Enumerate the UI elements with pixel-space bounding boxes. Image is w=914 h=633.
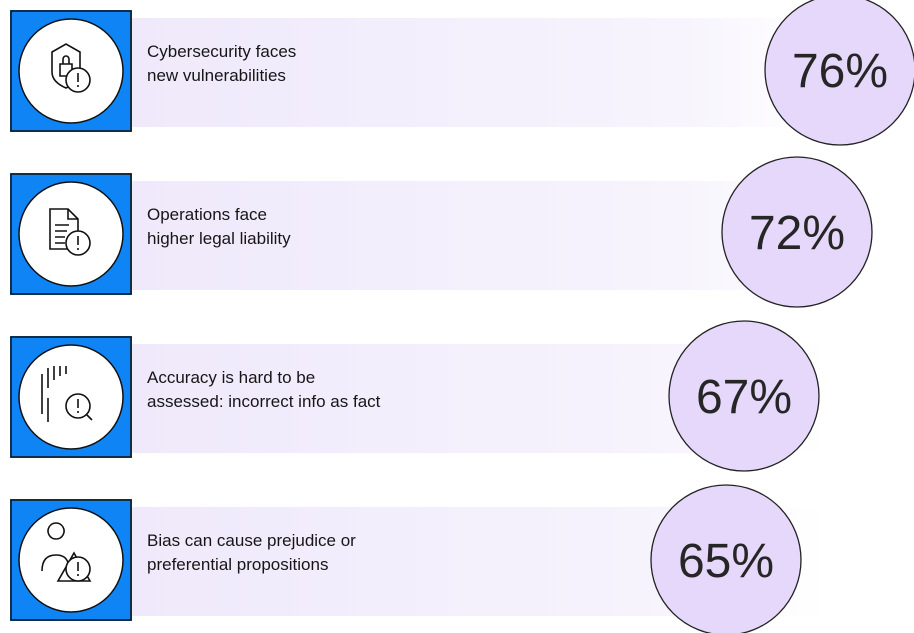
row-text: Operations face [147,205,267,224]
value-text: 65% [678,535,774,588]
row-text: assessed: incorrect info as fact [147,392,381,411]
icon-border [10,499,132,621]
value-text: 67% [696,371,792,424]
row-text: Cybersecurity faces [147,42,296,61]
icon-glyph [41,366,93,422]
row-text: Accuracy is hard to be [147,368,315,387]
value-circle [668,320,820,472]
icon-border [10,336,132,458]
row-band [132,18,822,127]
row-text: new vulnerabilities [147,66,286,85]
icon [41,366,93,422]
row-band [132,181,822,290]
value-text: 76% [792,45,888,98]
value-text: 72% [749,207,845,260]
icon [49,208,91,256]
row-text: Bias can cause prejudice or [147,531,356,550]
row-text: preferential propositions [147,555,328,574]
row-text: higher legal liability [147,229,291,248]
value-circle [764,0,914,146]
icon-border [10,173,132,295]
icon [41,522,92,582]
icon [51,43,91,93]
value-circle [650,484,802,633]
value-circle [721,156,873,308]
icon-border [10,10,132,132]
